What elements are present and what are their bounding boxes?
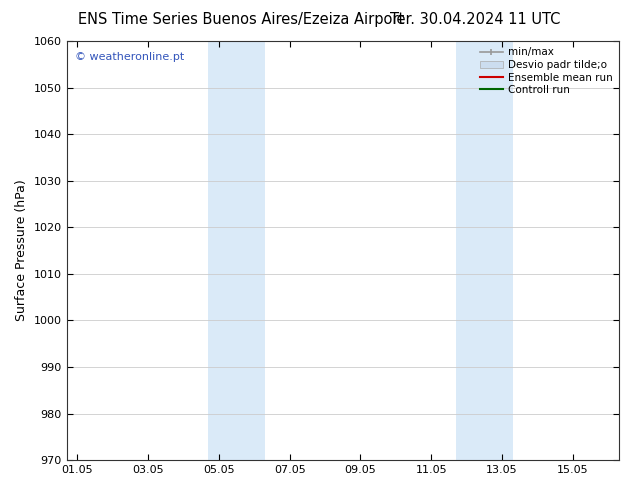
Bar bbox=[456, 41, 513, 460]
Text: ENS Time Series Buenos Aires/Ezeiza Airport: ENS Time Series Buenos Aires/Ezeiza Airp… bbox=[78, 12, 404, 27]
Text: Ter. 30.04.2024 11 UTC: Ter. 30.04.2024 11 UTC bbox=[391, 12, 560, 27]
Bar bbox=[208, 41, 265, 460]
Y-axis label: Surface Pressure (hPa): Surface Pressure (hPa) bbox=[15, 180, 28, 321]
Text: © weatheronline.pt: © weatheronline.pt bbox=[75, 51, 184, 62]
Legend: min/max, Desvio padr tilde;o, Ensemble mean run, Controll run: min/max, Desvio padr tilde;o, Ensemble m… bbox=[476, 43, 617, 99]
